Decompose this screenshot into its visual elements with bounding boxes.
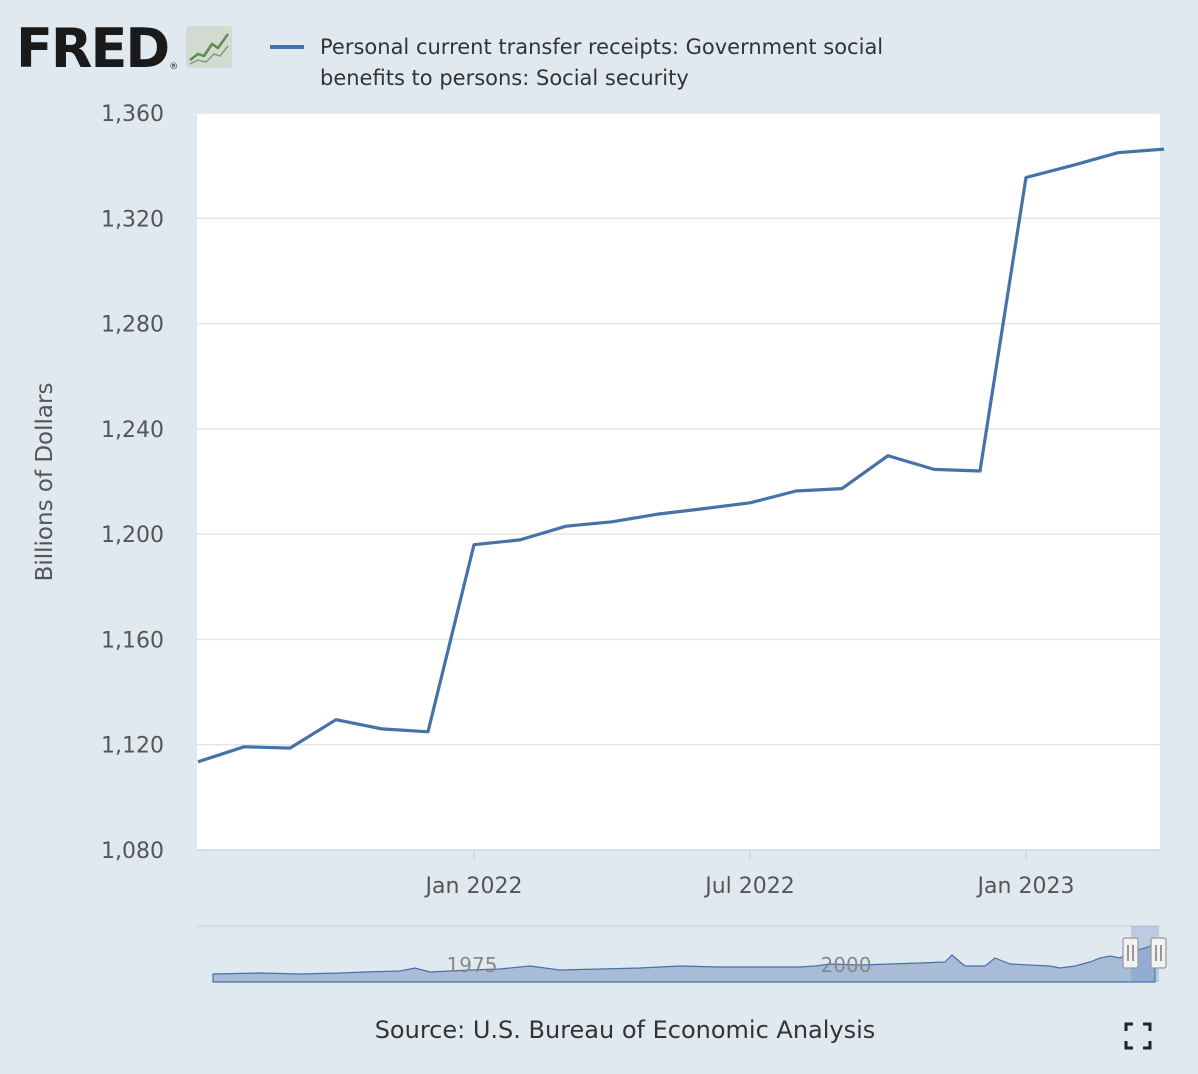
navigator-label-1975: 1975 [447, 953, 498, 977]
navigator[interactable]: 1975 2000 [197, 925, 1167, 983]
y-tick-label: 1,120 [101, 734, 164, 759]
y-tick-label: 1,200 [101, 523, 164, 548]
y-tick-label: 1,320 [101, 207, 164, 232]
line-chart-icon [186, 26, 233, 68]
x-tick-label: Jan 2022 [424, 874, 523, 899]
chart-legend[interactable]: Personal current transfer receipts: Gove… [270, 32, 920, 94]
y-tick-label: 1,240 [101, 418, 164, 443]
fred-logo: FRED ® [16, 17, 233, 80]
x-tick-label: Jan 2023 [976, 874, 1075, 899]
y-tick-label: 1,080 [101, 839, 164, 864]
series-layer [197, 147, 1165, 764]
legend-series-label: Personal current transfer receipts: Gove… [320, 35, 884, 90]
navigator-series [212, 943, 1156, 983]
y-axis-label: Billions of Dollars [32, 383, 58, 582]
y-tick-label: 1,160 [101, 628, 164, 653]
y-tick-label: 1,280 [101, 313, 164, 338]
plot-area [197, 113, 1160, 850]
x-tick-label: Jul 2022 [703, 874, 795, 899]
drag-handle-icon[interactable] [1122, 937, 1139, 969]
legend-swatch [270, 45, 304, 49]
fullscreen-icon[interactable] [1124, 1022, 1152, 1050]
x-axis-ticks: Jan 2022 Jul 2022 Jan 2023 [424, 850, 1075, 899]
y-axis-ticks: 1,080 1,120 1,160 1,200 1,240 1,280 1,320 1,360 [101, 102, 164, 864]
series-line [197, 147, 1165, 764]
drag-handle-icon[interactable] [1150, 937, 1167, 969]
registered-mark: ® [169, 62, 179, 72]
y-tick-label: 1,360 [101, 102, 164, 127]
fred-logo-text: FRED [16, 17, 170, 80]
source-note: Source: U.S. Bureau of Economic Analysis [374, 1016, 876, 1044]
navigator-label-2000: 2000 [821, 953, 872, 977]
grid-lines [197, 112, 1160, 746]
